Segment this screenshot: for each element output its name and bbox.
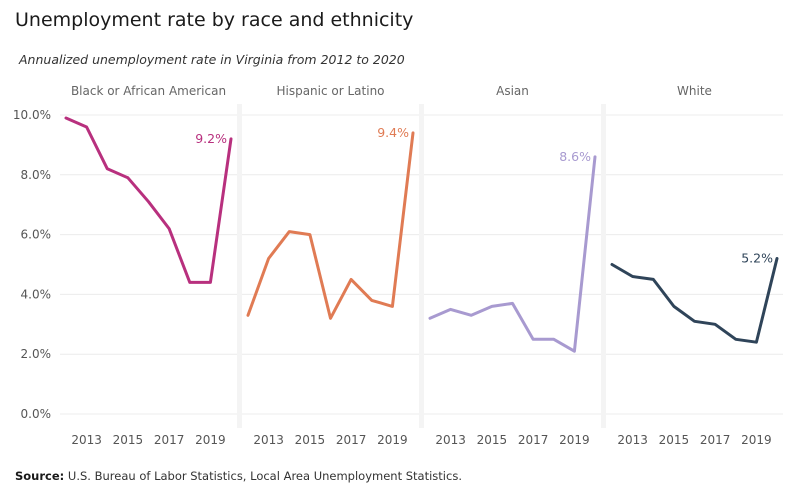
x-tick-label: 2019 [195,433,226,447]
source-text: U.S. Bureau of Labor Statistics, Local A… [67,469,462,483]
source-label: Source: [15,469,65,483]
panel-area [60,104,237,428]
end-value-label: 9.2% [195,131,227,146]
y-tick-label: 4.0% [21,287,52,301]
y-tick-label: 10.0% [13,108,51,122]
series-line-hispanic-or-latino [246,131,415,320]
panel-separator [419,104,424,428]
x-tick-label: 2015 [295,433,326,447]
x-tick-label: 2015 [659,433,690,447]
chart-subtitle: Annualized unemployment rate in Virginia… [19,52,405,67]
x-tick-label: 2019 [741,433,772,447]
chart-title: Unemployment rate by race and ethnicity [15,9,414,31]
panel-separator [601,104,606,428]
y-tick-label: 6.0% [21,228,52,242]
panel-title-hispanic-or-latino: Hispanic or Latino [276,84,384,98]
series-line-white [610,257,779,344]
panel-title-asian: Asian [496,84,529,98]
y-tick-label: 2.0% [21,347,52,361]
series-line-black-or-african-american [64,116,233,284]
panel-separator [237,104,242,428]
end-value-label: 9.4% [377,125,409,140]
y-tick-label: 0.0% [21,407,52,421]
end-value-label: 5.2% [741,251,773,266]
x-tick-label: 2015 [113,433,144,447]
source-note: Source: U.S. Bureau of Labor Statistics,… [15,469,462,483]
panel-area [242,104,419,428]
series-line-asian [428,155,597,353]
panel-title-black-or-african-american: Black or African American [71,84,226,98]
x-tick-label: 2017 [518,433,549,447]
panel-area [606,104,783,428]
panel-title-white: White [677,84,712,98]
x-tick-label: 2017 [336,433,367,447]
end-value-label: 8.6% [559,149,591,164]
x-tick-label: 2019 [377,433,408,447]
x-tick-label: 2019 [559,433,590,447]
x-tick-label: 2013 [71,433,102,447]
x-tick-label: 2013 [617,433,648,447]
x-tick-label: 2017 [700,433,731,447]
y-tick-label: 8.0% [21,168,52,182]
x-tick-label: 2013 [435,433,466,447]
x-tick-label: 2017 [154,433,185,447]
x-tick-label: 2015 [477,433,508,447]
x-tick-label: 2013 [253,433,284,447]
panel-area [424,104,601,428]
